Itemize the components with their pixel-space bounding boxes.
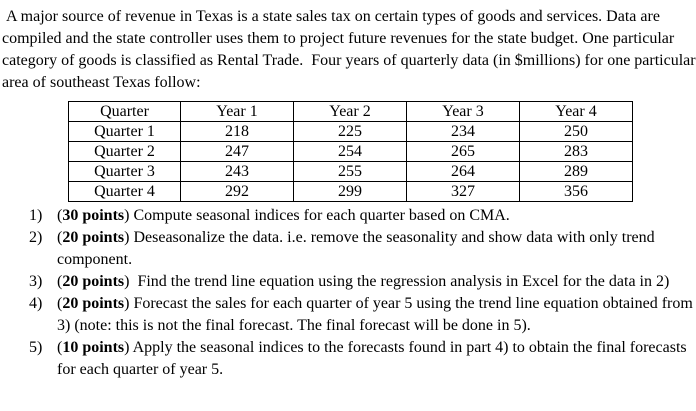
question-list: 1) (30 points) Compute seasonal indices … (2, 205, 696, 381)
question-item-5: 5) (10 points) Apply the seasonal indice… (2, 337, 696, 381)
question-text: (10 points) Apply the seasonal indices t… (57, 337, 696, 381)
table-cell: 299 (293, 181, 407, 202)
question-item-2: 2) (20 points) Deseasonalize the data. i… (2, 227, 696, 271)
question-points: 10 points (62, 339, 125, 356)
table-cell: 292 (180, 181, 294, 202)
table-cell: 289 (519, 161, 633, 182)
table-header-row: Quarter Year 1 Year 2 Year 3 Year 4 (68, 101, 633, 122)
question-points: 20 points (62, 229, 125, 246)
header-year-3: Year 3 (406, 101, 520, 122)
table-row: Quarter 2 247 254 265 283 (68, 141, 633, 162)
question-points: 20 points (62, 295, 125, 312)
question-text: (20 points) Forecast the sales for each … (57, 293, 696, 337)
table-cell: 356 (519, 181, 633, 202)
question-number: 5) (29, 339, 43, 356)
table-cell: 255 (293, 161, 407, 182)
question-text: (20 points) Find the trend line equation… (57, 271, 696, 293)
header-year-1: Year 1 (180, 101, 294, 122)
question-points: 20 points (62, 273, 125, 290)
problem-statement: A major source of revenue in Texas is a … (2, 8, 696, 91)
question-points: 30 points (62, 207, 125, 224)
question-number: 3) (29, 273, 43, 290)
question-body: ) Apply the seasonal indices to the fore… (57, 339, 691, 378)
question-number: 2) (29, 229, 43, 246)
paren-open: ( (57, 229, 63, 246)
question-body: ) Forecast the sales for each quarter of… (57, 295, 693, 334)
question-item-3: 3) (20 points) Find the trend line equat… (2, 271, 696, 293)
paren-open: ( (57, 295, 63, 312)
table-cell: 243 (180, 161, 294, 182)
question-body: ) Find the trend line equation using the… (124, 273, 670, 290)
header-quarter: Quarter (68, 101, 181, 122)
table-row: Quarter 3 243 255 264 289 (68, 161, 633, 182)
table-cell: 218 (180, 121, 294, 142)
table-row: Quarter 4 292 299 327 356 (68, 181, 633, 202)
question-body: ) Compute seasonal indices for each quar… (124, 207, 510, 224)
row-label: Quarter 1 (68, 121, 181, 142)
quarterly-data-table: Quarter Year 1 Year 2 Year 3 Year 4 Quar… (68, 101, 633, 202)
table-cell: 234 (406, 121, 520, 142)
question-item-4: 4) (20 points) Forecast the sales for ea… (2, 293, 696, 337)
paren-open: ( (57, 207, 63, 224)
paren-open: ( (57, 339, 63, 356)
question-body: ) Deseasonalize the data. i.e. remove th… (57, 229, 659, 268)
row-label: Quarter 2 (68, 141, 181, 162)
question-item-1: 1) (30 points) Compute seasonal indices … (2, 205, 696, 227)
row-label: Quarter 4 (68, 181, 181, 202)
table-row: Quarter 1 218 225 234 250 (68, 121, 633, 142)
table-cell: 265 (406, 141, 520, 162)
paren-open: ( (57, 273, 63, 290)
row-label: Quarter 3 (68, 161, 181, 182)
question-text: (30 points) Compute seasonal indices for… (57, 205, 696, 227)
table-cell: 264 (406, 161, 520, 182)
table-cell: 225 (293, 121, 407, 142)
header-year-4: Year 4 (519, 101, 633, 122)
table-cell: 250 (519, 121, 633, 142)
question-text: (20 points) Deseasonalize the data. i.e.… (57, 227, 696, 271)
question-number: 4) (29, 295, 43, 312)
header-year-2: Year 2 (293, 101, 407, 122)
table-cell: 283 (519, 141, 633, 162)
question-number: 1) (29, 207, 43, 224)
table-cell: 254 (293, 141, 407, 162)
table-cell: 327 (406, 181, 520, 202)
table-cell: 247 (180, 141, 294, 162)
